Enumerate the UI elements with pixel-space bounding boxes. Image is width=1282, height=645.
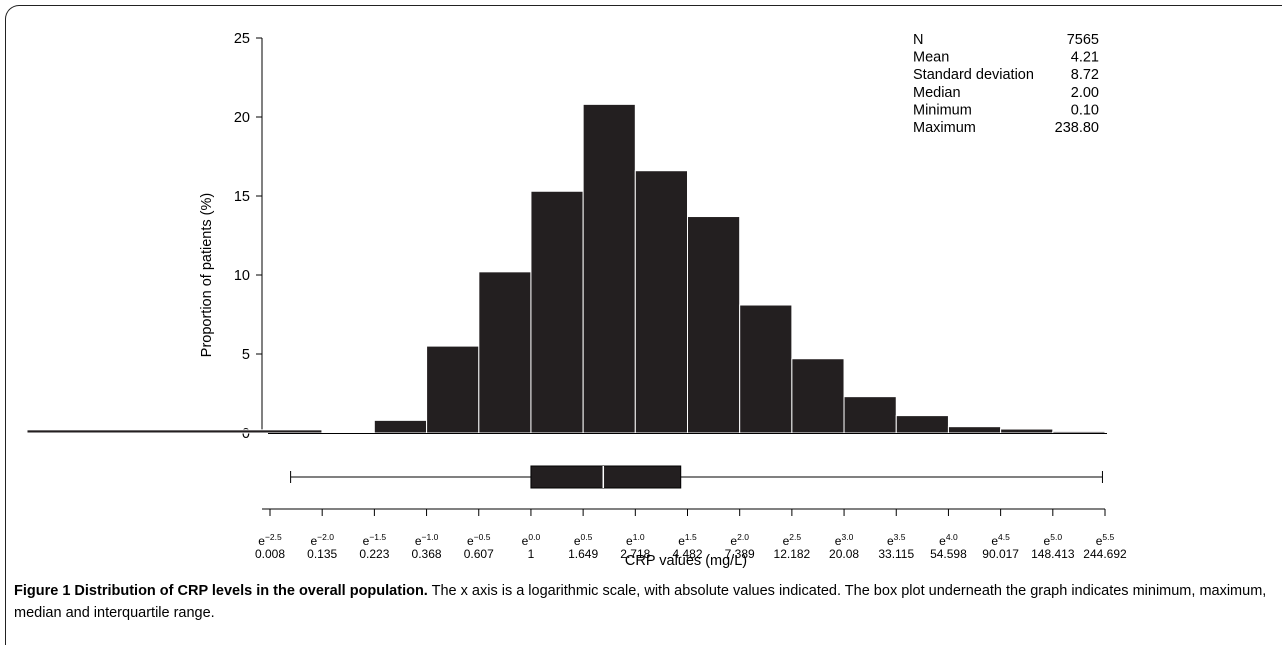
y-tick-label: 15	[234, 189, 250, 205]
stats-label: Maximum	[913, 120, 976, 136]
y-tick-label: 5	[242, 347, 250, 363]
x-tick-exp-label: e5.5	[1096, 532, 1115, 548]
histogram-bar	[426, 345, 480, 434]
summary-stats-table: N 7565 Mean 4.21 Standard deviation 8.72 Media…	[913, 32, 1099, 136]
histogram-bar	[26, 429, 323, 434]
histogram-bar	[687, 216, 741, 434]
histogram-bar	[947, 426, 1002, 434]
y-tick-label: 20	[234, 110, 250, 126]
x-tick-exp-label: e3.5	[887, 532, 906, 548]
histogram-bar	[791, 358, 845, 434]
x-tick-exp-label: e0.5	[574, 532, 593, 548]
y-axis: 0 5 10 15 20 25	[234, 31, 263, 442]
x-tick-value-label: 7.389	[725, 547, 755, 561]
stats-value: 238.80	[1055, 120, 1099, 136]
stats-label: Median	[913, 85, 961, 101]
x-axis: e−2.50.008 e−2.00.135 e−1.50.223 e−1.00.368…	[255, 508, 1127, 561]
x-tick-value-label: 1.649	[568, 547, 598, 561]
x-tick-value-label: 20.08	[829, 547, 859, 561]
x-tick-value-label: 12.182	[774, 547, 811, 561]
histogram-bar	[1000, 428, 1054, 434]
histogram-bar	[739, 304, 793, 434]
histogram-bar	[634, 170, 689, 434]
x-tick-exp-label: e−2.5	[258, 532, 282, 548]
y-tick-label: 0	[242, 426, 250, 442]
stats-label: Mean	[913, 50, 949, 66]
y-tick-label: 10	[234, 268, 250, 284]
x-tick-value-label: 0.607	[464, 547, 494, 561]
x-tick-exp-label: e−1.0	[415, 532, 439, 548]
x-tick-exp-label: e4.0	[939, 532, 958, 548]
x-tick-value-label: 54.598	[930, 547, 967, 561]
y-axis-label-group: Proportion of patients (%)	[199, 193, 215, 357]
x-tick-value-label: 244.692	[1083, 547, 1127, 561]
boxplot-box	[530, 465, 682, 489]
x-tick-exp-label: e3.0	[835, 532, 854, 548]
x-tick-exp-label: e2.5	[783, 532, 802, 548]
x-tick-exp-label: e2.0	[730, 532, 749, 548]
x-tick-value-label: 0.135	[307, 547, 337, 561]
x-tick-exp-label: e1.5	[678, 532, 697, 548]
x-tick-exp-label: e4.5	[991, 532, 1010, 548]
crp-histogram-chart: 0 5 10 15 20 25 Proportion of patients (%) e−…	[26, 31, 1127, 569]
stats-value: 2.00	[1071, 85, 1099, 101]
histogram-bar	[582, 103, 636, 434]
histogram-bar	[895, 415, 949, 434]
x-tick-value-label: 2.718	[620, 547, 650, 561]
figure-caption: Figure 1 Distribution of CRP levels in t…	[14, 580, 1269, 624]
caption-text: The x axis is a logarithmic scale, with …	[14, 583, 1267, 621]
x-tick-exp-label: e0.0	[522, 532, 541, 548]
x-tick-value-label: 33.115	[878, 547, 914, 561]
boxplot	[290, 465, 1103, 489]
y-axis-label: Proportion of patients (%)	[199, 193, 215, 357]
stats-value: 7565	[1067, 32, 1099, 48]
x-tick-exp-label: e−0.5	[467, 532, 491, 548]
x-tick-value-label: 148.413	[1031, 547, 1075, 561]
x-tick-value-label: 4.482	[672, 547, 702, 561]
histogram-bar	[1052, 430, 1106, 434]
stats-label: Minimum	[913, 102, 972, 118]
x-tick-value-label: 0.008	[255, 547, 285, 561]
x-tick-exp-label: e1.0	[626, 532, 645, 548]
stats-label: N	[913, 32, 923, 48]
y-tick-label: 25	[234, 31, 250, 47]
figure-frame	[5, 5, 1282, 645]
histogram-bar	[530, 190, 584, 434]
x-tick-exp-label: e5.0	[1044, 532, 1063, 548]
stats-value: 4.21	[1071, 50, 1099, 66]
caption-title: Figure 1 Distribution of CRP levels in t…	[14, 583, 428, 599]
stats-value: 0.10	[1071, 102, 1099, 118]
x-tick-value-label: 0.368	[412, 547, 442, 561]
stats-label: Standard deviation	[913, 67, 1034, 83]
stats-value: 8.72	[1071, 67, 1099, 83]
histogram-bar	[373, 419, 428, 434]
x-tick-value-label: 90.017	[982, 547, 1019, 561]
x-tick-value-label: 0.223	[359, 547, 389, 561]
histogram-bars	[26, 103, 1106, 434]
x-axis-label: CRP values (mg/L)	[625, 553, 747, 569]
x-tick-value-label: 1	[528, 547, 535, 561]
x-tick-exp-label: e−1.5	[363, 532, 387, 548]
histogram-bar	[478, 271, 532, 434]
histogram-bar	[843, 396, 897, 434]
x-tick-exp-label: e−2.0	[310, 532, 334, 548]
